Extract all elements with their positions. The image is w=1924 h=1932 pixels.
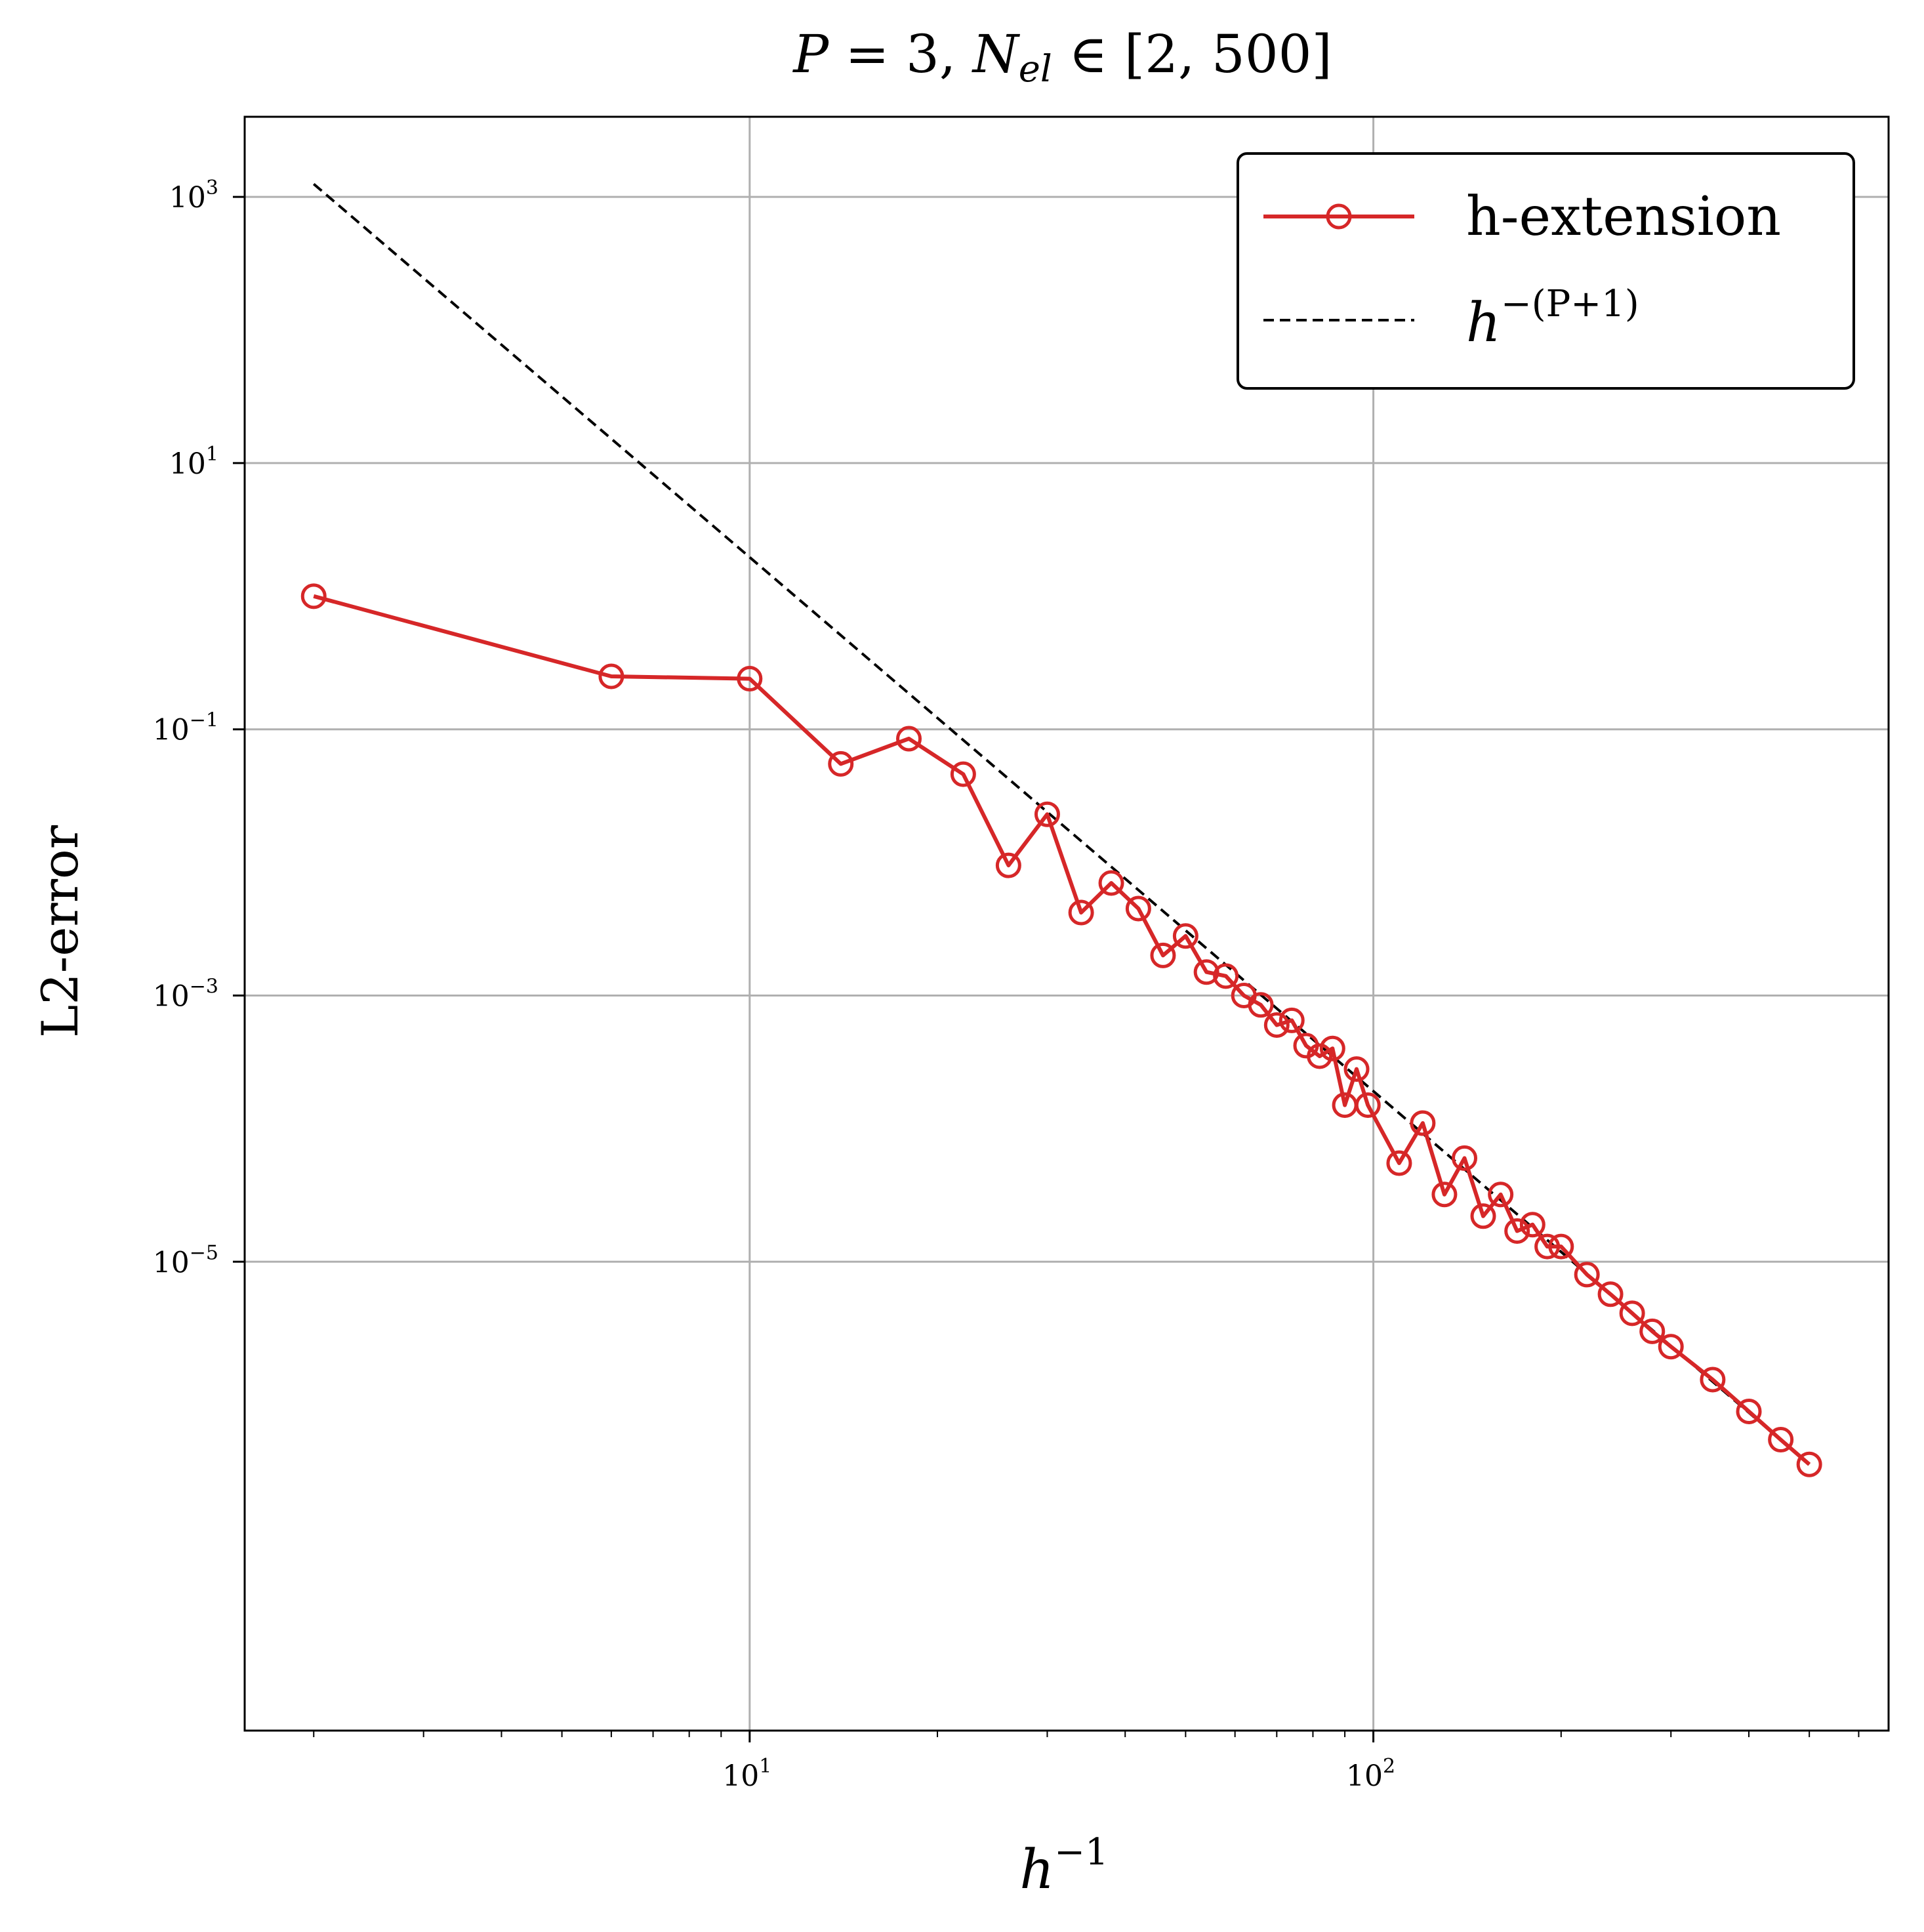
h-extension-point [1307, 1043, 1333, 1069]
h-extension-point [1534, 1233, 1561, 1260]
x-axis-label-exp: −1 [1054, 1831, 1109, 1874]
h-extension-line [313, 594, 1811, 1466]
h-extension-point [1658, 1334, 1684, 1360]
h-extension-point [896, 726, 922, 752]
legend-reference-exp: −(P+1) [1501, 283, 1639, 325]
h-extension-point [1248, 992, 1274, 1018]
h-extension-point [1263, 1012, 1290, 1038]
legend-h-extension-label: h-extension [1466, 186, 1781, 248]
legend: h-extension h−(P+1) [1237, 152, 1855, 390]
h-extension-point [1700, 1367, 1726, 1393]
h-extension-point [1639, 1318, 1666, 1344]
title-eq: = 3, [829, 24, 973, 85]
h-extension-point [1597, 1281, 1624, 1307]
legend-entry-reference: h−(P+1) [1263, 283, 1639, 354]
h-extension-point [1034, 801, 1060, 827]
h-extension-point [1574, 1262, 1600, 1288]
title-p-var: P [792, 24, 829, 85]
title-n-sub: el [1019, 48, 1052, 91]
h-extension-point [1279, 1007, 1305, 1033]
legend-h-extension-marker [1326, 203, 1352, 230]
legend-box [1237, 152, 1855, 390]
legend-reference-label: h−(P+1) [1466, 283, 1639, 354]
legend-entry-h-extension: h-extension [1263, 186, 1781, 248]
h-extension-point [1431, 1182, 1458, 1208]
h-extension-point [1410, 1110, 1436, 1136]
h-extension-point [1172, 923, 1198, 949]
axes-frame [243, 115, 1890, 1732]
h-extension-point [1519, 1212, 1545, 1238]
h-extension-point [737, 666, 763, 692]
h-extension-point [1193, 959, 1219, 985]
h-extension-point [1319, 1035, 1345, 1061]
h-extension-point [995, 852, 1021, 878]
h-extension-point [1343, 1056, 1370, 1082]
h-extension-series [300, 583, 1822, 1477]
y-tick-label: 10−5 [153, 1241, 218, 1279]
h-extension-point [1736, 1398, 1762, 1424]
y-axis-label: L2-error [31, 825, 89, 1038]
h-extension-point [1470, 1203, 1496, 1229]
h-extension-point [1548, 1233, 1574, 1260]
h-extension-point [1488, 1182, 1514, 1208]
title-n-var: N [972, 24, 1021, 85]
h-extension-point [1619, 1300, 1645, 1326]
h-extension-point [1213, 963, 1239, 989]
x-tick-label: 101 [722, 1755, 771, 1793]
h-extension-point [1125, 895, 1151, 922]
h-extension-point [300, 583, 327, 609]
y-tick-label: 103 [169, 176, 218, 215]
h-extension-point [950, 761, 976, 787]
h-extension-point [1068, 899, 1094, 926]
h-extension-point [1386, 1150, 1412, 1176]
y-tick-label: 10−3 [153, 975, 218, 1013]
h-extension-point [1796, 1451, 1822, 1477]
legend-reference-base: h [1466, 292, 1501, 354]
x-axis-ticks: 101 102 [313, 1731, 1860, 1793]
y-tick-label: 101 [169, 443, 218, 481]
h-extension-point [828, 750, 854, 777]
reference-line-series [312, 182, 1811, 1466]
x-tick-label: 102 [1346, 1755, 1395, 1793]
y-tick-label: 10−1 [153, 709, 218, 747]
x-axis-label: h−1 [1019, 1831, 1108, 1901]
h-extension-point [1355, 1092, 1381, 1119]
reference-line [312, 182, 1811, 1466]
title-range: ∈ [2, 500] [1052, 24, 1332, 85]
y-axis-ticks: 103 101 10−1 10−3 10−5 [153, 176, 245, 1279]
x-axis-label-base: h [1019, 1839, 1054, 1901]
h-extension-point [1098, 870, 1124, 896]
h-extension-point [1150, 942, 1176, 968]
h-extension-point [598, 663, 624, 689]
chart-title: P = 3, Nel ∈ [2, 500] [792, 24, 1332, 91]
h-extension-point [1768, 1427, 1794, 1453]
h-extension-point [1504, 1218, 1530, 1244]
h-extension-point [1452, 1145, 1478, 1171]
